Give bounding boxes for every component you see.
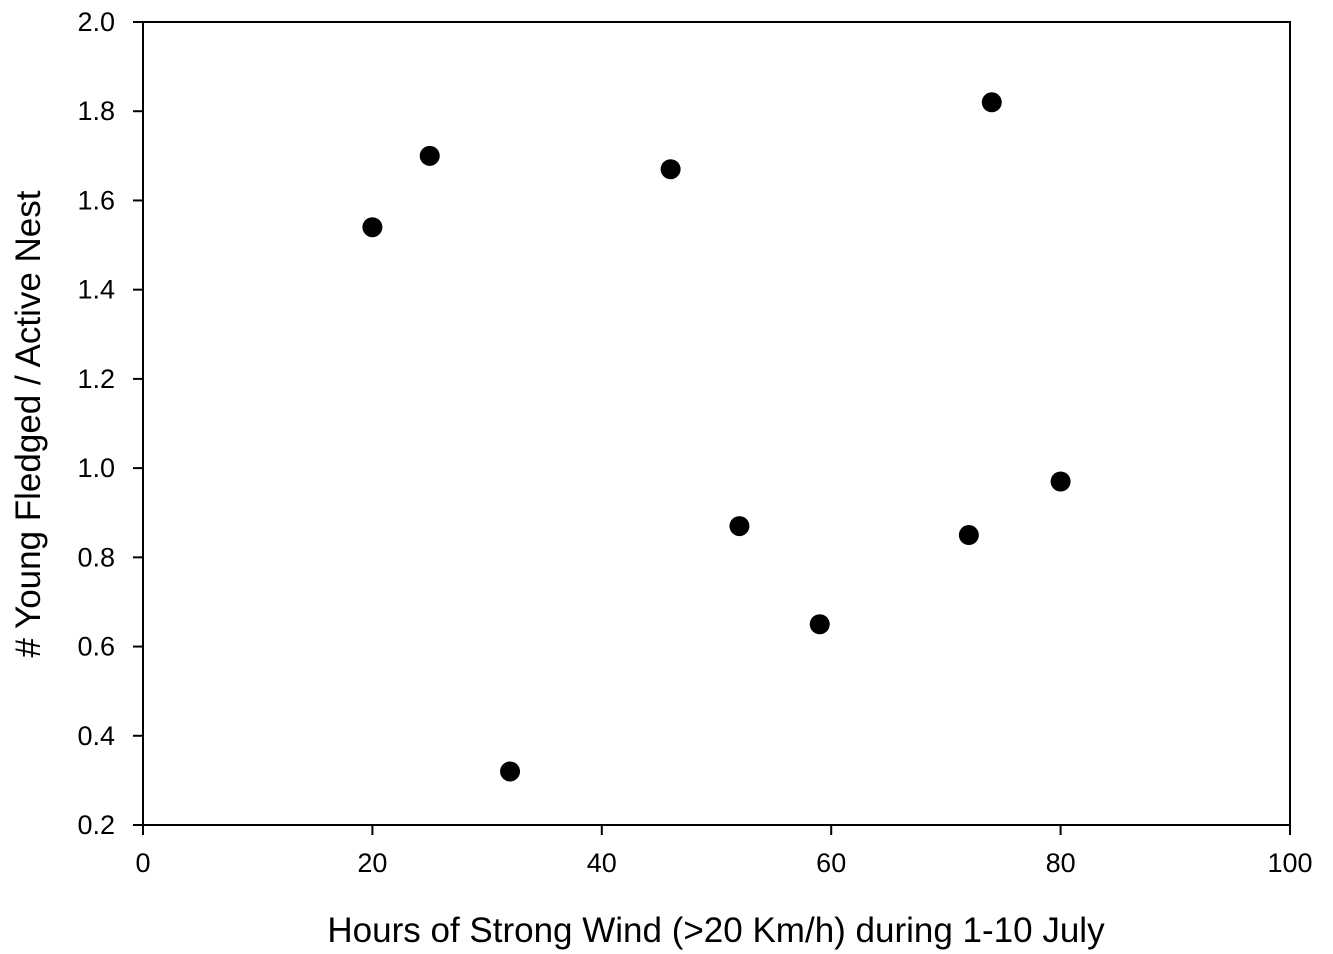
- data-point: [958, 525, 979, 546]
- x-tick-label: 60: [816, 848, 846, 878]
- data-point: [729, 516, 750, 537]
- x-tick-label: 40: [587, 848, 617, 878]
- x-axis-title: Hours of Strong Wind (>20 Km/h) during 1…: [327, 911, 1105, 950]
- data-point: [809, 614, 830, 635]
- data-point: [500, 761, 521, 782]
- x-tick-label: 20: [357, 848, 387, 878]
- data-points: [362, 92, 1071, 782]
- y-tick-label: 1.6: [77, 185, 115, 215]
- y-tick-label: 1.8: [77, 96, 115, 126]
- y-axis: 0.2 0.4 0.6 0.8 1.0 1.2 1.4 1.6 1.8 2.0: [77, 7, 143, 840]
- y-tick-label: 1.0: [77, 453, 115, 483]
- y-tick-label: 0.6: [77, 632, 115, 662]
- y-axis-title: # Young Fledged / Active Nest: [9, 190, 48, 657]
- y-tick-label: 0.8: [77, 542, 115, 572]
- data-point: [362, 217, 383, 238]
- x-axis: 0 20 40 60 80 100: [135, 825, 1313, 878]
- plot-frame: [142, 21, 1291, 826]
- y-tick-label: 2.0: [77, 7, 115, 37]
- data-point: [981, 92, 1002, 113]
- x-tick-label: 80: [1046, 848, 1076, 878]
- data-point: [419, 145, 440, 166]
- y-tick-label: 0.2: [77, 810, 115, 840]
- data-point: [1050, 471, 1071, 492]
- y-tick-label: 1.4: [77, 275, 115, 305]
- y-tick-label: 1.2: [77, 364, 115, 394]
- x-tick-label: 0: [135, 848, 150, 878]
- data-point: [660, 159, 681, 180]
- x-tick-label: 100: [1267, 848, 1312, 878]
- y-tick-label: 0.4: [77, 721, 115, 751]
